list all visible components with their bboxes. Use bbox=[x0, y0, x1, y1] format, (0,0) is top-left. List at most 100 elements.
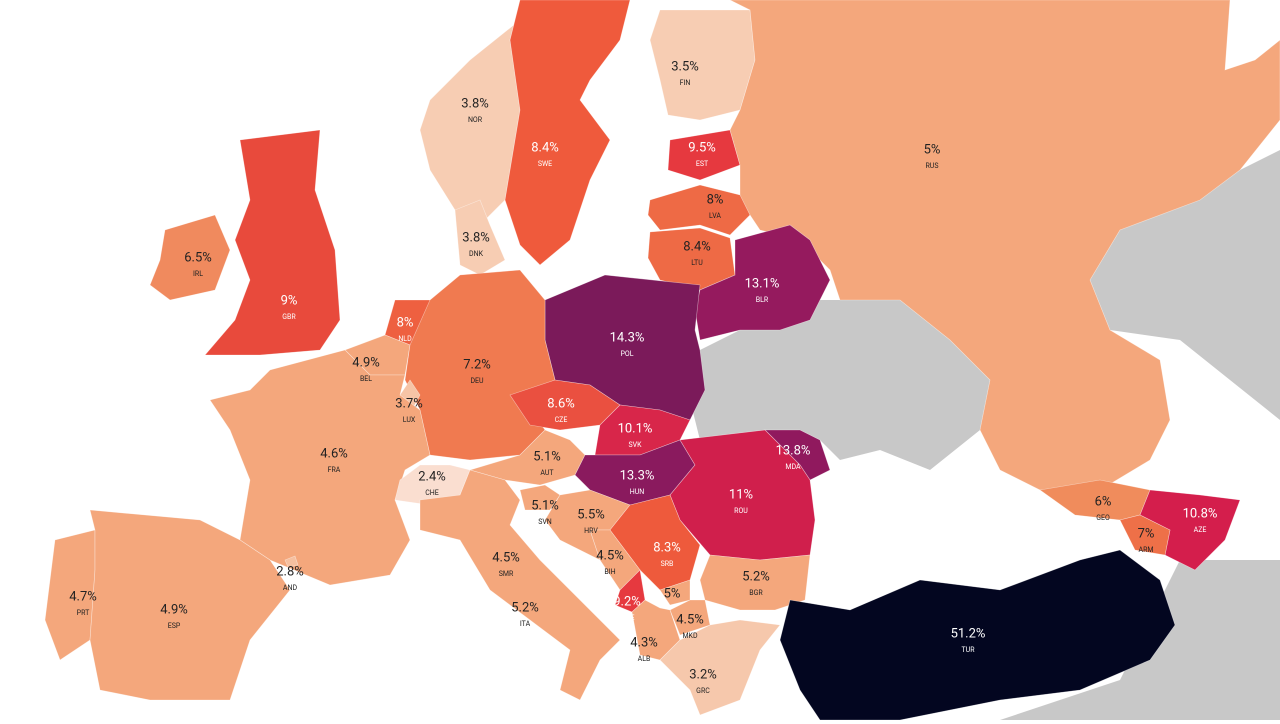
value-label: 3.8% bbox=[461, 96, 489, 111]
value-label: 10.1% bbox=[618, 421, 653, 436]
country-code: SVK bbox=[628, 441, 642, 449]
value-label: 10.8% bbox=[1183, 506, 1218, 521]
value-label: 5.1% bbox=[533, 449, 561, 464]
country-code: RUS bbox=[925, 162, 938, 170]
country-code: HUN bbox=[630, 488, 645, 496]
value-label: 4.3% bbox=[630, 635, 658, 650]
value-label: 13.3% bbox=[620, 468, 655, 483]
country-code: ALB bbox=[638, 655, 651, 663]
country bbox=[204, 129, 341, 356]
value-label: 4.5% bbox=[596, 548, 624, 563]
country-code: AND bbox=[283, 584, 298, 592]
value-label: 13.1% bbox=[745, 276, 780, 291]
country-code: GRC bbox=[696, 687, 710, 695]
value-label: 5% bbox=[664, 586, 681, 601]
country-code: LUX bbox=[403, 416, 416, 424]
value-label: 9.5% bbox=[688, 140, 716, 155]
country-code: IRL bbox=[193, 270, 203, 278]
country-code: FIN bbox=[680, 79, 691, 87]
value-label: 14.3% bbox=[610, 330, 645, 345]
value-label: 13.8% bbox=[776, 443, 811, 458]
value-label: 4.5% bbox=[492, 550, 520, 565]
country bbox=[209, 349, 431, 586]
country-code: SVN bbox=[538, 518, 552, 526]
value-label: 6% bbox=[1095, 494, 1112, 509]
value-label: 6.5% bbox=[184, 250, 212, 265]
country-code: NLD bbox=[398, 335, 412, 343]
value-label: 7% bbox=[1138, 526, 1155, 541]
non-data-land bbox=[690, 300, 990, 470]
value-label: 8% bbox=[707, 192, 724, 207]
value-label: 5.5% bbox=[577, 507, 605, 522]
value-label: 5.1% bbox=[531, 498, 559, 513]
country-code: BIH bbox=[604, 568, 615, 576]
country-code: LTU bbox=[691, 259, 703, 267]
value-label: 8% bbox=[397, 315, 414, 330]
value-label: 4.7% bbox=[69, 589, 97, 604]
country-code: BLR bbox=[756, 296, 769, 304]
value-label: 8.3% bbox=[653, 540, 681, 555]
country bbox=[149, 214, 231, 301]
value-label: 9% bbox=[281, 293, 298, 308]
country bbox=[779, 549, 1176, 721]
value-label: 4.9% bbox=[352, 355, 380, 370]
country bbox=[1119, 514, 1171, 556]
country-code: NOR bbox=[468, 116, 483, 124]
country-code: SMR bbox=[499, 570, 514, 578]
country-code: EST bbox=[696, 160, 709, 168]
country bbox=[729, 0, 1280, 491]
value-label: 8.4% bbox=[531, 140, 559, 155]
value-label: 4.9% bbox=[160, 602, 188, 617]
country-code: ESP bbox=[168, 622, 181, 630]
country-code: FRA bbox=[328, 466, 341, 474]
value-label: 11% bbox=[729, 487, 753, 502]
country-code: HRV bbox=[584, 527, 598, 535]
country bbox=[647, 184, 751, 236]
country bbox=[659, 619, 781, 716]
country-code: ARM bbox=[1139, 546, 1154, 554]
country-code: MNE bbox=[619, 614, 634, 622]
country bbox=[419, 469, 621, 701]
country-code: LVA bbox=[709, 212, 721, 220]
country-code: AUT bbox=[540, 469, 554, 477]
value-label: 51.2% bbox=[951, 626, 986, 641]
country-code: TUR bbox=[961, 646, 975, 654]
value-label: 4.6% bbox=[320, 446, 348, 461]
value-label: 3.8% bbox=[462, 230, 490, 245]
country bbox=[519, 484, 561, 511]
country bbox=[694, 224, 831, 341]
value-label: 3.7% bbox=[395, 396, 423, 411]
country-code: SWE bbox=[538, 160, 552, 168]
country-code: POL bbox=[620, 350, 633, 358]
country-code: GBR bbox=[282, 313, 296, 321]
country-code: MKD bbox=[682, 632, 698, 640]
country bbox=[89, 509, 291, 701]
country-code: DNK bbox=[469, 250, 484, 258]
country bbox=[504, 0, 631, 266]
country bbox=[284, 555, 299, 568]
value-label: 7.2% bbox=[463, 357, 491, 372]
value-label: 5% bbox=[924, 142, 941, 157]
country-code: CHE bbox=[425, 489, 439, 497]
country bbox=[454, 199, 506, 276]
regions bbox=[44, 0, 1280, 721]
value-label: 9.2% bbox=[613, 594, 641, 609]
value-label: 5.2% bbox=[742, 569, 770, 584]
country-code: BEL bbox=[360, 375, 372, 383]
country-code: AZE bbox=[1194, 526, 1207, 534]
country-code: PRT bbox=[77, 609, 90, 617]
value-label: 3.5% bbox=[671, 59, 699, 74]
country-code: CZE bbox=[555, 416, 568, 424]
value-label: 8.6% bbox=[547, 396, 575, 411]
value-label: 4.5% bbox=[676, 612, 704, 627]
country-code: SRB bbox=[661, 560, 674, 568]
country-code: ITA bbox=[520, 620, 531, 628]
value-label: 2.8% bbox=[276, 564, 304, 579]
country-code: DEU bbox=[470, 377, 484, 385]
non-data-land bbox=[1090, 150, 1280, 420]
country bbox=[649, 9, 756, 121]
country bbox=[669, 599, 711, 636]
value-label: 3.2% bbox=[689, 667, 717, 682]
value-label: 8.4% bbox=[683, 239, 711, 254]
